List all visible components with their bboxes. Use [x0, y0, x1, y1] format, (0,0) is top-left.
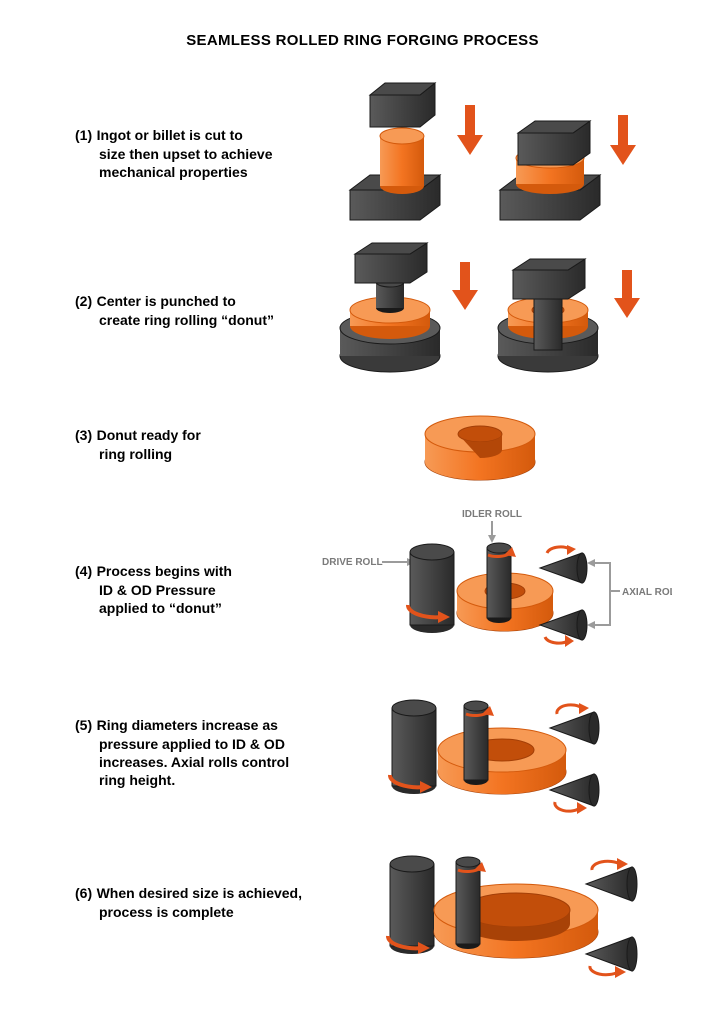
step-5-text: (5) Ring diameters increase as pressure … — [75, 716, 315, 790]
step-5-line3: increases. Axial rolls control — [99, 753, 315, 771]
down-arrow-icon — [614, 270, 640, 318]
step-3-line1: Donut ready for — [97, 427, 201, 443]
step-1-line3: mechanical properties — [99, 163, 315, 181]
page-title: SEAMLESS ROLLED RING FORGING PROCESS — [0, 32, 725, 49]
step-4-line1: Process begins with — [97, 563, 232, 579]
step-4-text: (4) Process begins with ID & OD Pressure… — [75, 562, 315, 617]
down-arrow-icon — [610, 115, 636, 165]
step-1-num: (1) — [75, 127, 92, 143]
step-5-line1: Ring diameters increase as — [97, 717, 278, 733]
step-6-line1: When desired size is achieved, — [97, 885, 302, 901]
step-4-line2: ID & OD Pressure — [99, 581, 315, 599]
callout-idler-roll: IDLER ROLL — [462, 509, 522, 520]
diagram-step-5 — [352, 680, 672, 830]
diagram-step-1 — [330, 80, 640, 230]
step-2-line1: Center is punched to — [97, 293, 236, 309]
step-3-line2: ring rolling — [99, 445, 315, 463]
step-1-text: (1) Ingot or billet is cut to size then … — [75, 126, 315, 181]
step-5-num: (5) — [75, 717, 92, 733]
step-4-line3: applied to “donut” — [99, 599, 315, 617]
step-4-num: (4) — [75, 563, 92, 579]
down-arrow-icon — [452, 262, 478, 310]
callout-drive-roll: DRIVE ROLL — [322, 557, 383, 568]
step-6-line2: process is complete — [99, 903, 315, 921]
step-6-num: (6) — [75, 885, 92, 901]
diagram-step-3 — [420, 410, 570, 490]
diagram-step-2 — [330, 240, 650, 390]
callout-axial-rolls: AXIAL ROLLS — [622, 587, 672, 598]
step-3-num: (3) — [75, 427, 92, 443]
step-1-line2: size then upset to achieve — [99, 145, 315, 163]
step-6-text: (6) When desired size is achieved, proce… — [75, 884, 315, 921]
step-2-line2: create ring rolling “donut” — [99, 311, 315, 329]
step-1-line1: Ingot or billet is cut to — [97, 127, 243, 143]
step-3-text: (3) Donut ready for ring rolling — [75, 426, 315, 463]
diagram-step-4: DRIVE ROLL IDLER ROLL AXIAL ROLLS — [312, 505, 672, 670]
step-5-line2: pressure applied to ID & OD — [99, 735, 315, 753]
step-2-text: (2) Center is punched to create ring rol… — [75, 292, 315, 329]
diagram-step-6 — [352, 838, 682, 998]
down-arrow-icon — [457, 105, 483, 155]
step-5-line4: ring height. — [99, 771, 315, 789]
step-2-num: (2) — [75, 293, 92, 309]
